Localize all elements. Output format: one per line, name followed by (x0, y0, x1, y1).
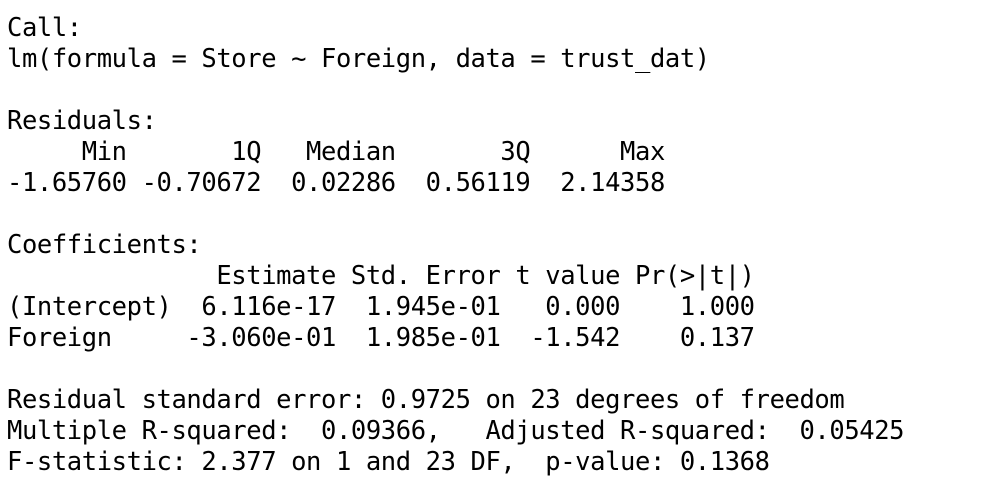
coefficients-column-header: Estimate Std. Error t value Pr(>|t|) (7, 261, 755, 291)
f-statistic-line: F-statistic: 2.377 on 1 and 23 DF, p-val… (7, 447, 770, 477)
residuals-quantile-values: -1.65760 -0.70672 0.02286 0.56119 2.1435… (7, 168, 680, 198)
residuals-quantile-labels: Min 1Q Median 3Q Max (7, 137, 680, 167)
call-header: Call: (7, 13, 82, 43)
residual-standard-error: Residual standard error: 0.9725 on 23 de… (7, 385, 845, 415)
coefficients-row-intercept: (Intercept) 6.116e-17 1.945e-01 0.000 1.… (7, 292, 755, 322)
residuals-header: Residuals: (7, 106, 157, 136)
call-formula: lm(formula = Store ~ Foreign, data = tru… (7, 44, 710, 74)
blank-line (7, 75, 986, 106)
r-squared-line: Multiple R-squared: 0.09366, Adjusted R-… (7, 416, 920, 446)
coefficients-row-foreign: Foreign -3.060e-01 1.985e-01 -1.542 0.13… (7, 323, 755, 353)
blank-line (7, 354, 986, 385)
blank-line (7, 199, 986, 230)
coefficients-header: Coefficients: (7, 230, 202, 260)
